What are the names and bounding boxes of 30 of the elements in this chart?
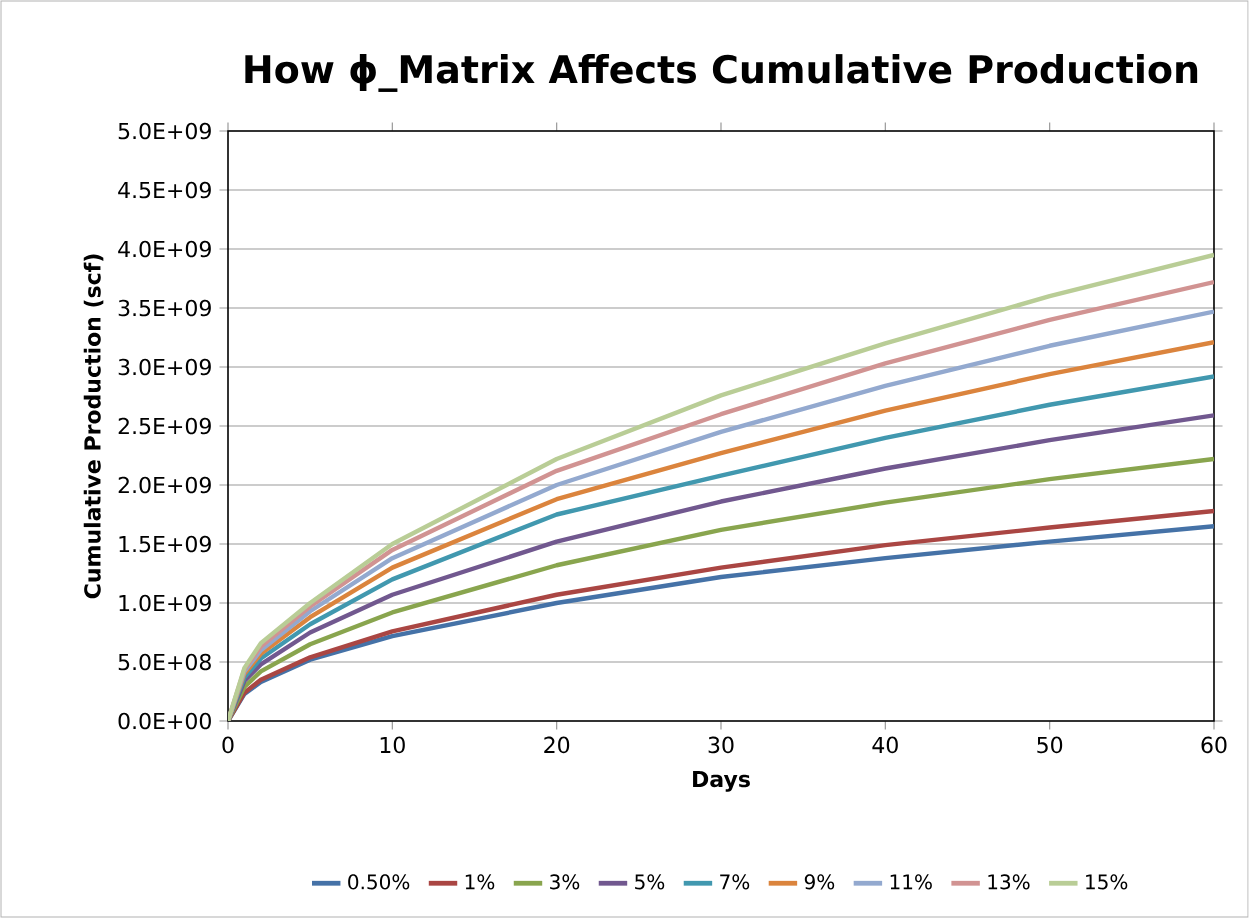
legend-label: 13% <box>988 874 1030 890</box>
legend-label: 0.50% <box>348 874 410 890</box>
y-tick-label: 3.0E+09 <box>118 358 211 376</box>
legend-label: 11% <box>890 874 932 890</box>
y-tick-label: 2.5E+09 <box>118 417 211 435</box>
y-tick-label: 5.0E+08 <box>118 653 211 671</box>
x-tick-label: 0 <box>222 736 234 754</box>
x-tick-label: 60 <box>1201 736 1227 754</box>
y-tick-label: 1.0E+09 <box>119 594 211 612</box>
legend-label: 7% <box>720 874 750 890</box>
y-axis-title: Cumulative Production (scf) <box>83 254 104 599</box>
x-tick-label: 10 <box>380 736 405 754</box>
legend-label: 15% <box>1086 874 1128 890</box>
legend-label: 5% <box>635 874 665 890</box>
legend-label: 1% <box>465 874 495 890</box>
legend-label: 9% <box>804 874 835 890</box>
y-tick-label: 5.0E+09 <box>118 122 211 140</box>
chart-title: How ϕ_Matrix Affects Cumulative Production <box>245 54 1198 92</box>
y-tick-label: 0.0E+00 <box>118 712 211 730</box>
x-axis-title: Days <box>693 770 750 792</box>
y-tick-label: 1.5E+09 <box>119 535 211 553</box>
x-tick-label: 40 <box>872 736 898 754</box>
y-tick-label: 3.5E+09 <box>118 299 211 317</box>
y-tick-label: 2.0E+09 <box>118 476 211 494</box>
y-tick-label: 4.0E+09 <box>118 240 211 258</box>
x-tick-label: 30 <box>708 736 734 754</box>
x-tick-label: 50 <box>1037 736 1063 754</box>
legend-label: 3% <box>550 874 580 890</box>
y-tick-label: 4.5E+09 <box>118 181 211 199</box>
x-tick-label: 20 <box>544 736 570 754</box>
